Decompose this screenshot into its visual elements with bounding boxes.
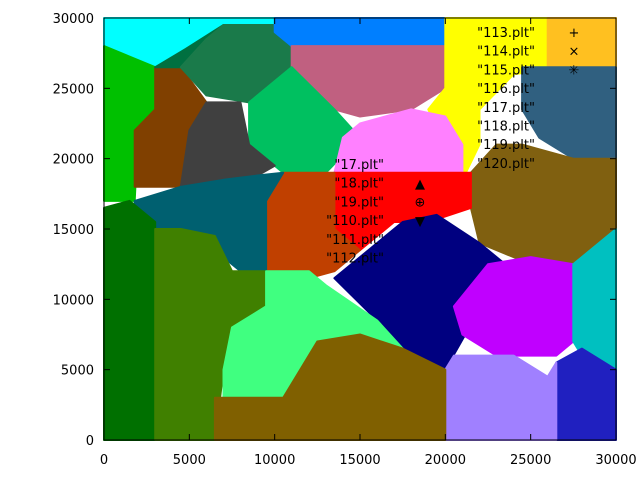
- x-tick-label: 30000: [595, 453, 636, 468]
- region-11: [521, 66, 617, 160]
- legend-left-label: "18.plt": [334, 177, 384, 192]
- legend-left-label: "19.plt": [334, 195, 384, 210]
- x-tick-label: 25000: [510, 453, 551, 468]
- legend-left-label: "111.plt": [326, 233, 384, 248]
- y-tick-label: 10000: [53, 293, 94, 308]
- y-tick-label: 30000: [53, 12, 94, 27]
- x-tick-label: 0: [100, 453, 108, 468]
- legend-right-label: "113.plt": [477, 26, 535, 41]
- ticks-layer: 0 5000 10000 15000 20000 25000 30000 0 5000 10000…: [53, 12, 637, 468]
- regions-layer: [103, 17, 617, 441]
- legend-layer: "17.plt" "18.plt" "19.plt" "110.plt" "111.pl…: [326, 26, 579, 267]
- y-tick-label: 5000: [61, 364, 94, 379]
- x-tick-label: 5000: [173, 453, 206, 468]
- x-tick-label: 10000: [254, 453, 295, 468]
- x-tick-label: 15000: [339, 453, 380, 468]
- legend-right-label: "118.plt": [477, 120, 535, 135]
- legend-right-marker: ×: [569, 45, 580, 60]
- region-22: [103, 199, 157, 441]
- region-18: [452, 256, 575, 357]
- legend-right-label: "120.plt": [477, 157, 535, 172]
- y-tick-label: 15000: [53, 223, 94, 238]
- y-tick-label: 25000: [53, 82, 94, 97]
- legend-right-marker: +: [569, 26, 580, 41]
- legend-left-label: "110.plt": [326, 214, 384, 229]
- legend-right-marker: ✳: [569, 63, 580, 78]
- legend-left-label: "112.plt": [326, 252, 384, 267]
- legend-right-label: "115.plt": [477, 63, 535, 78]
- y-tick-label: 20000: [53, 153, 94, 168]
- region-10: [546, 17, 617, 69]
- legend-left-marker: ⊕: [415, 196, 426, 211]
- legend-right-label: "114.plt": [477, 45, 535, 60]
- legend-left-marker: ▲: [415, 177, 425, 192]
- y-tick-label: 0: [86, 434, 94, 449]
- legend-right-label: "116.plt": [477, 82, 535, 97]
- region-25: [213, 333, 447, 441]
- legend-left-marker: ▼: [415, 214, 425, 229]
- legend-right-label: "117.plt": [477, 101, 535, 116]
- region-21: [444, 354, 558, 441]
- legend-right-label: "119.plt": [477, 138, 535, 153]
- legend-left-label: "17.plt": [334, 158, 384, 173]
- x-tick-label: 20000: [425, 453, 466, 468]
